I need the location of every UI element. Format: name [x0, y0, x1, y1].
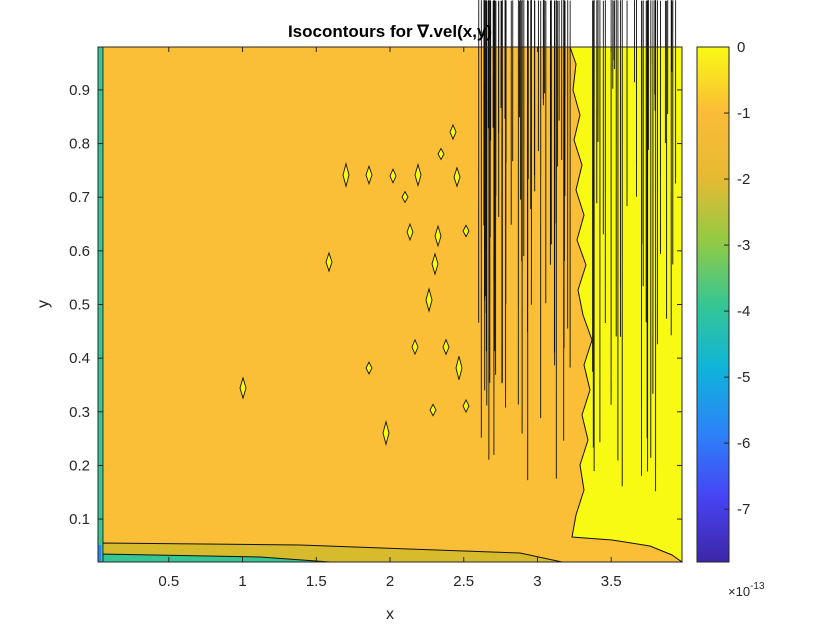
colorbar-tick-label: -6	[737, 435, 750, 452]
colorbar-exponent: ×10-13	[728, 581, 765, 599]
colorbar-tick-label: -5	[737, 369, 750, 386]
y-axis-label: y	[35, 300, 52, 308]
contour-island	[437, 147, 445, 161]
y-tick-label: 0.4	[69, 350, 90, 367]
x-tick-label: 0.5	[158, 573, 179, 590]
contour-island	[462, 398, 470, 414]
x-tick-label: 3	[533, 573, 541, 590]
contour-island	[365, 361, 373, 375]
y-tick-label: 0.1	[69, 511, 90, 528]
y-tick-label: 0.8	[69, 136, 90, 153]
contour-island	[325, 251, 333, 273]
x-tick-label: 1.5	[306, 573, 327, 590]
x-axis: 0.5 1 1.5 2 2.5 3 3.5	[158, 47, 622, 590]
contour-island	[401, 190, 409, 204]
colorbar: 0 -1 -2 -3 -4 -5 -6 -7 ×10-13	[696, 39, 765, 599]
colorbar-tick-label: -4	[737, 303, 750, 320]
y-tick-label: 0.6	[69, 243, 90, 260]
x-tick-label: 2.5	[453, 573, 474, 590]
contour-island	[239, 376, 247, 400]
colorbar-tick-label: -3	[737, 237, 750, 254]
colorbar-ticks: 0 -1 -2 -3 -4 -5 -6 -7	[724, 39, 750, 518]
y-axis: 0.1 0.2 0.3 0.4 0.5 0.6 0.7 0.8 0.9	[69, 82, 682, 528]
x-tick-label: 3.5	[601, 573, 622, 590]
y-tick-label: 0.5	[69, 297, 90, 314]
x-tick-label: 1	[238, 573, 246, 590]
contour-island	[453, 166, 461, 188]
contour-island	[389, 168, 397, 184]
region-level-4-corner	[98, 545, 101, 562]
y-tick-label: 0.2	[69, 457, 90, 474]
contour-island	[434, 224, 442, 248]
colorbar-tick-label: 0	[737, 39, 745, 56]
contour-island	[365, 164, 373, 186]
contour-island	[425, 287, 433, 313]
contour-islands	[239, 0, 677, 492]
colorbar-tick-label: -1	[737, 105, 750, 122]
contour-island	[462, 224, 470, 238]
contour-island	[382, 420, 390, 446]
contour-island	[431, 252, 439, 276]
contour-island	[406, 222, 414, 242]
contour-island	[414, 162, 422, 188]
colorbar-gradient	[696, 46, 730, 563]
contour-island	[342, 162, 350, 188]
contour-island	[411, 338, 419, 356]
y-tick-label: 0.9	[69, 82, 90, 99]
contour-island	[442, 338, 450, 356]
colorbar-tick-label: -2	[737, 171, 750, 188]
y-tick-label: 0.7	[69, 189, 90, 206]
chart-title: Isocontours for ∇.vel(x,y)	[288, 22, 492, 41]
contour-island	[455, 356, 463, 380]
x-axis-label: x	[386, 606, 394, 623]
y-tick-label: 0.3	[69, 404, 90, 421]
colorbar-tick-label: -7	[737, 501, 750, 518]
region-level-0	[569, 46, 683, 563]
x-tick-label: 2	[386, 573, 394, 590]
contour-island	[449, 123, 457, 141]
contour-island	[429, 403, 437, 417]
